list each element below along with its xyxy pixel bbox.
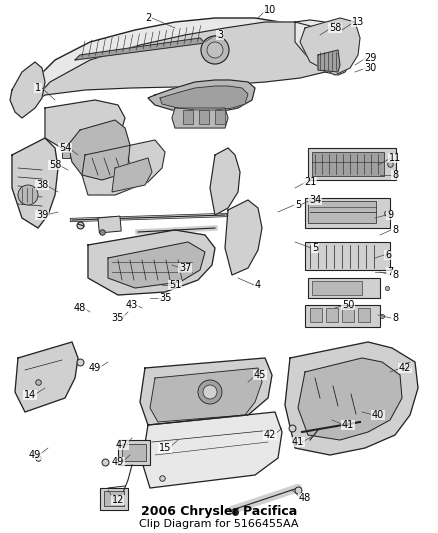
Text: 14: 14 [24,390,36,400]
Text: 42: 42 [399,363,411,373]
Text: 38: 38 [36,180,48,190]
Polygon shape [15,342,78,412]
Bar [326,308,338,322]
Text: 49: 49 [89,363,101,373]
Text: 37: 37 [179,263,191,273]
Circle shape [198,380,222,404]
Text: 8: 8 [392,313,398,323]
Text: 2006 Chrysler Pacifica: 2006 Chrysler Pacifica [141,505,297,518]
Text: 8: 8 [392,225,398,235]
Text: 49: 49 [29,450,41,460]
Bar [308,148,396,180]
Text: 8: 8 [392,170,398,180]
Text: 39: 39 [36,210,48,220]
Bar [183,110,193,124]
Circle shape [201,36,229,64]
Text: 43: 43 [126,300,138,310]
Text: 15: 15 [159,443,171,453]
Bar [305,242,390,270]
Circle shape [203,385,217,399]
Text: 47: 47 [116,440,128,450]
Text: 5: 5 [312,243,318,253]
Bar [118,440,150,465]
Text: 42: 42 [264,430,276,440]
Bar [100,488,128,510]
Text: 58: 58 [329,23,341,33]
Text: 29: 29 [364,53,376,63]
Polygon shape [298,358,402,440]
Bar [358,308,370,322]
Polygon shape [140,358,272,425]
Polygon shape [225,200,262,275]
Text: 41: 41 [342,420,354,430]
Text: 34: 34 [309,195,321,205]
Text: 4: 4 [255,280,261,290]
Bar [308,201,376,223]
Polygon shape [295,20,350,75]
Polygon shape [142,412,282,488]
Text: 5: 5 [295,200,301,210]
Text: 35: 35 [112,313,124,323]
Polygon shape [318,50,340,72]
Polygon shape [108,242,205,288]
Bar [342,308,354,322]
Text: 3: 3 [217,30,223,40]
Bar [305,305,380,327]
Text: 13: 13 [352,17,364,27]
Text: 7: 7 [387,267,393,277]
Polygon shape [160,86,248,110]
Bar [305,198,390,228]
Text: 51: 51 [169,280,181,290]
Text: Clip Diagram for 5166455AA: Clip Diagram for 5166455AA [139,519,299,529]
Text: 8: 8 [392,270,398,280]
Polygon shape [172,108,228,128]
Polygon shape [45,100,125,155]
Polygon shape [210,148,240,215]
Text: 35: 35 [159,293,171,303]
Bar [308,278,380,298]
Polygon shape [300,18,360,75]
Text: 2: 2 [145,13,151,23]
Polygon shape [112,158,152,192]
Text: 12: 12 [112,495,124,505]
Text: 30: 30 [364,63,376,73]
Text: 21: 21 [304,177,316,187]
Bar [122,444,146,461]
Polygon shape [15,18,325,115]
Polygon shape [148,80,255,112]
Text: 54: 54 [59,143,71,153]
Text: 6: 6 [385,250,391,260]
Text: 40: 40 [372,410,384,420]
Polygon shape [285,342,418,455]
Bar [104,491,124,506]
Polygon shape [88,230,215,295]
Polygon shape [150,368,262,422]
Circle shape [207,42,223,58]
Polygon shape [25,22,340,110]
Bar [310,308,322,322]
Polygon shape [10,62,45,118]
Polygon shape [82,140,165,195]
Text: 48: 48 [299,493,311,503]
Text: 50: 50 [342,300,354,310]
Bar [98,216,121,233]
Text: 45: 45 [254,370,266,380]
Text: 11: 11 [389,153,401,163]
Bar [62,152,70,158]
Circle shape [18,185,38,205]
Bar [215,110,225,124]
Bar [312,152,384,176]
Text: 9: 9 [387,210,393,220]
Polygon shape [12,138,58,228]
Text: 10: 10 [264,5,276,15]
Text: 49: 49 [112,457,124,467]
Text: 58: 58 [49,160,61,170]
Polygon shape [75,38,205,60]
Bar [312,281,362,295]
Bar [199,110,209,124]
Text: 41: 41 [292,437,304,447]
Polygon shape [68,120,130,180]
Text: 1: 1 [35,83,41,93]
Text: 48: 48 [74,303,86,313]
